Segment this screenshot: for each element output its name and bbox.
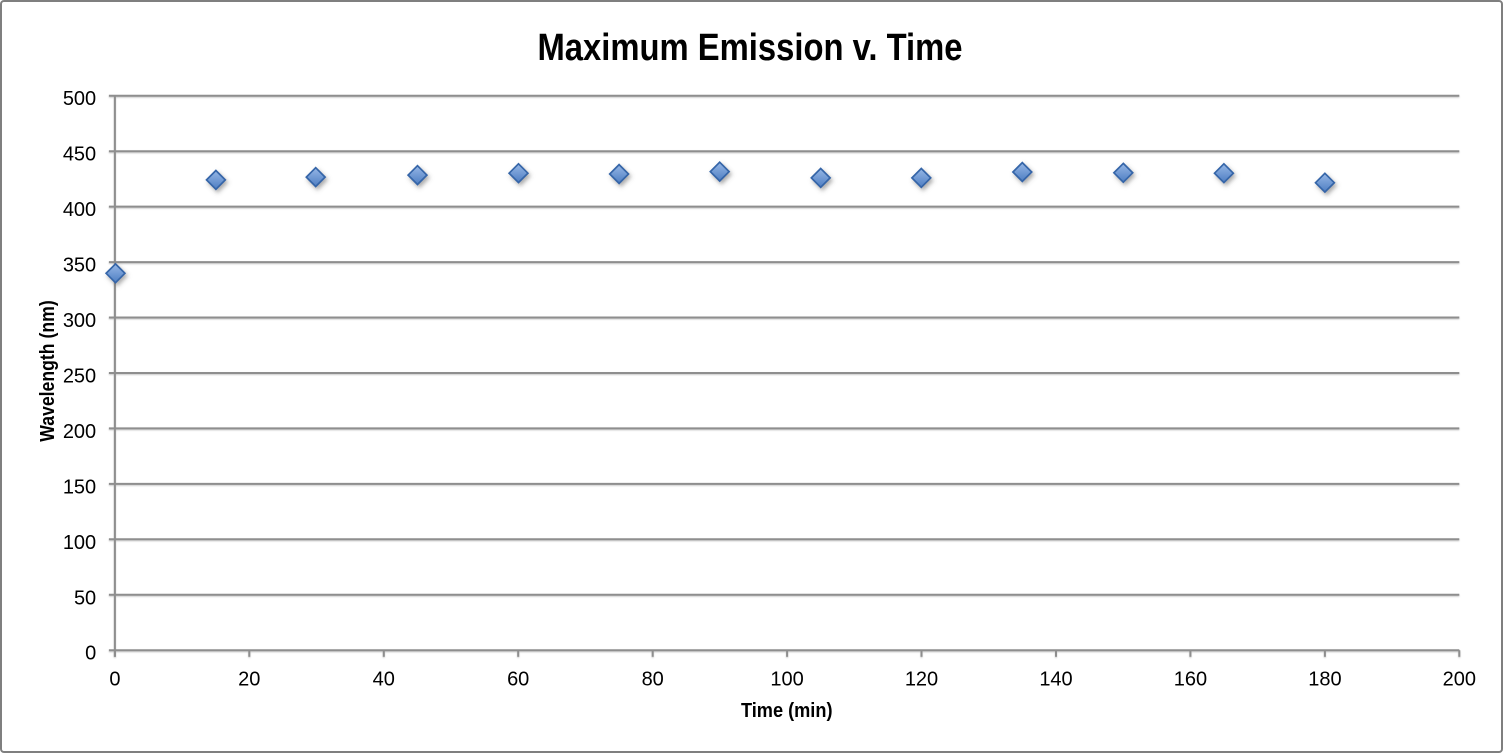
svg-text:0: 0	[85, 643, 96, 665]
svg-text:Wavelength (nm): Wavelength (nm)	[37, 300, 59, 442]
svg-text:450: 450	[63, 144, 96, 166]
svg-text:250: 250	[63, 366, 96, 388]
svg-text:80: 80	[642, 669, 664, 691]
svg-text:120: 120	[905, 669, 938, 691]
svg-text:500: 500	[63, 88, 96, 110]
svg-text:200: 200	[63, 421, 96, 443]
svg-text:Time (min): Time (min)	[741, 700, 833, 722]
svg-text:40: 40	[373, 669, 395, 691]
svg-text:200: 200	[1443, 669, 1476, 691]
svg-text:60: 60	[507, 669, 529, 691]
svg-text:400: 400	[63, 199, 96, 221]
svg-text:150: 150	[63, 476, 96, 498]
svg-text:350: 350	[63, 255, 96, 277]
svg-text:20: 20	[238, 669, 260, 691]
svg-text:140: 140	[1039, 669, 1072, 691]
svg-text:100: 100	[770, 669, 803, 691]
svg-text:300: 300	[63, 310, 96, 332]
svg-text:Maximum Emission v. Time: Maximum Emission v. Time	[538, 27, 963, 69]
svg-text:180: 180	[1308, 669, 1341, 691]
svg-text:160: 160	[1174, 669, 1207, 691]
svg-text:50: 50	[74, 587, 96, 609]
svg-text:100: 100	[63, 532, 96, 554]
svg-text:0: 0	[109, 669, 120, 691]
